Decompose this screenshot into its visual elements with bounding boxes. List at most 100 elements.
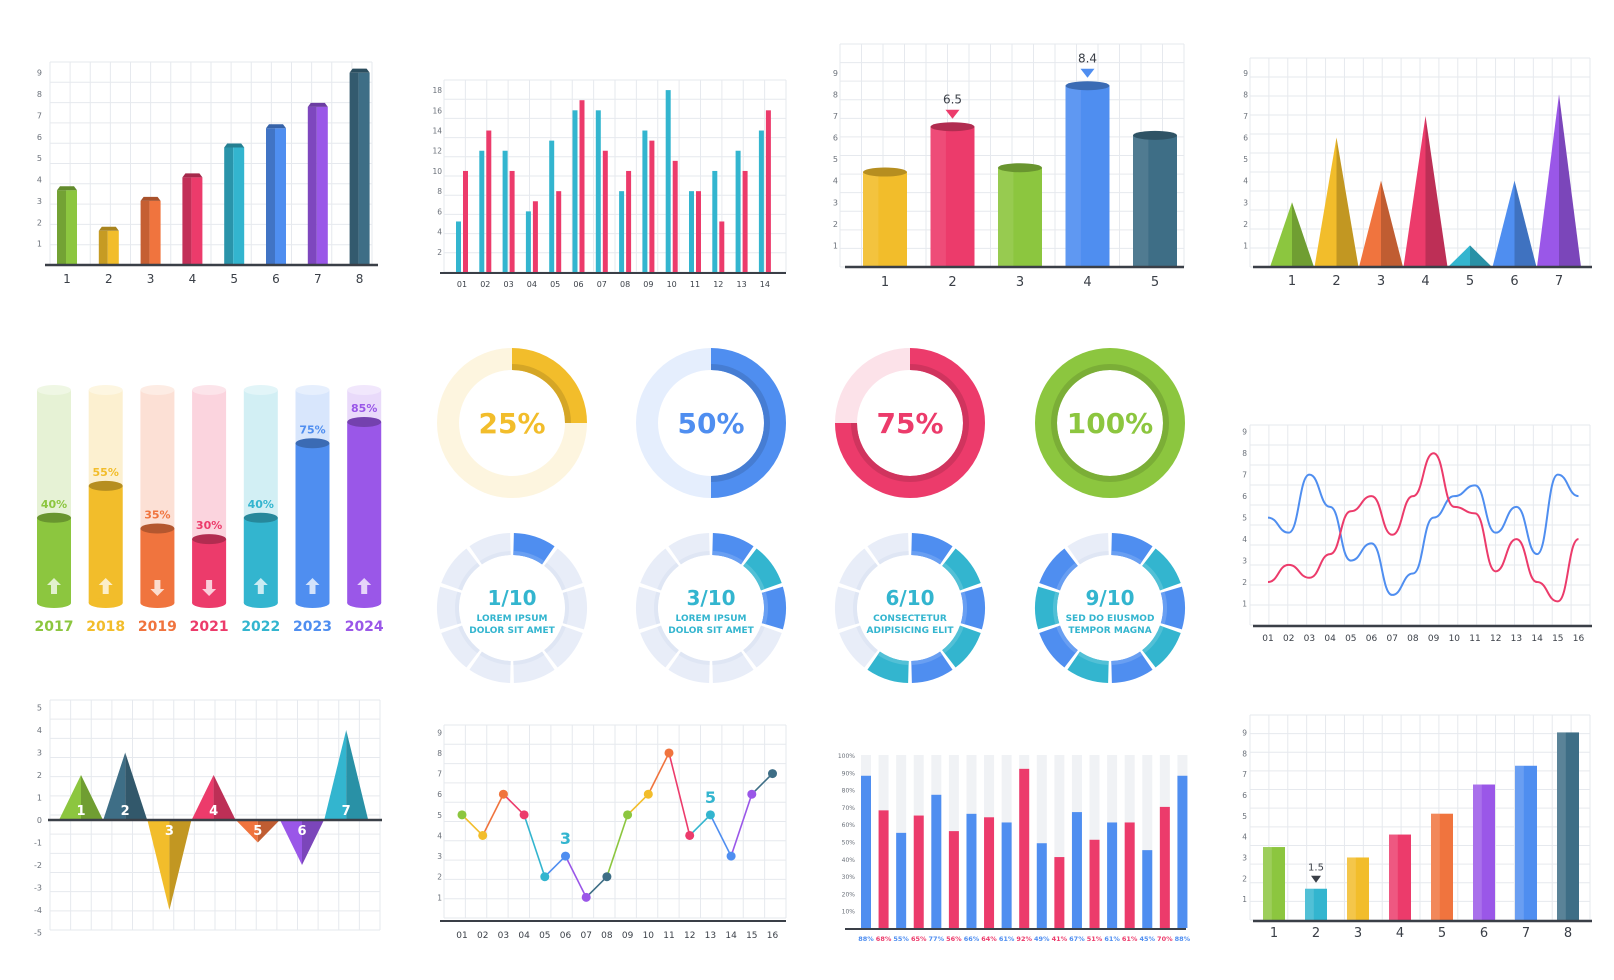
series-line bbox=[585, 876, 608, 898]
y-tick-label: 1 bbox=[833, 241, 838, 250]
y-tick-label: 4 bbox=[833, 177, 838, 186]
arrow-up-icon bbox=[253, 578, 268, 594]
x-tick-label: 10 bbox=[643, 931, 655, 941]
bar bbox=[556, 191, 562, 272]
chart-9-pos-neg-triangles: 5 4 3 2 1 0 -1 -2 -3 -4 -5 1 2 3 4 5 6 7 bbox=[34, 699, 382, 938]
donut-label: 50% bbox=[677, 407, 744, 440]
bar-triangle bbox=[235, 820, 258, 843]
bar-cap bbox=[347, 416, 382, 427]
bar-top bbox=[266, 124, 286, 129]
y-tick-label: 4 bbox=[1242, 535, 1247, 544]
series-line bbox=[730, 793, 753, 857]
donut-segment-inner bbox=[657, 562, 679, 591]
bar-triangle bbox=[103, 752, 126, 820]
bar-highlight bbox=[1065, 85, 1081, 267]
y-tick-label: 4 bbox=[37, 176, 42, 185]
x-tick-label: 8 bbox=[1564, 926, 1572, 941]
x-tick-label: 12 bbox=[1490, 634, 1501, 644]
donut-segment-inner bbox=[455, 591, 462, 625]
data-point bbox=[623, 810, 633, 820]
y-tick-label: 2 bbox=[37, 771, 42, 780]
series-line bbox=[647, 752, 670, 795]
bar bbox=[966, 813, 977, 928]
bar bbox=[1263, 847, 1285, 920]
y-tick-label: 2 bbox=[833, 220, 838, 229]
x-tick-label: 3 bbox=[1377, 274, 1385, 289]
y-tick-label: 6 bbox=[1242, 791, 1247, 800]
chart-6-percent-donuts: 25% 50% 75% 100% bbox=[437, 348, 1185, 498]
bar bbox=[735, 150, 741, 272]
data-point bbox=[457, 810, 467, 820]
x-tick-label: 7 bbox=[1522, 926, 1530, 941]
bar bbox=[509, 170, 515, 272]
x-tick-label: 07 bbox=[597, 280, 607, 289]
donut-slice-inner bbox=[511, 364, 571, 424]
donut-segment-inner bbox=[856, 625, 878, 654]
x-tick-label: 06 bbox=[573, 280, 583, 289]
bar-triangle-shade bbox=[1292, 202, 1314, 267]
bar bbox=[1001, 822, 1012, 928]
y-tick-label: 100% bbox=[838, 753, 855, 760]
x-tick-label: 56% bbox=[946, 935, 962, 943]
chart-5-year-cylinders: 40% 2017 55% 2018 35% 2019 30% 2021 40% 2022 75% 20… bbox=[35, 385, 384, 635]
data-point bbox=[498, 789, 508, 799]
bar-triangle bbox=[1537, 94, 1559, 267]
bar-triangle-shade bbox=[81, 775, 103, 820]
x-tick-label: 12 bbox=[684, 931, 695, 941]
y-tick-label: 8 bbox=[37, 90, 42, 99]
y-tick-label: 9 bbox=[1242, 428, 1247, 437]
bar bbox=[665, 90, 671, 273]
x-tick-label: 01 bbox=[1262, 634, 1273, 644]
donut-caption: DOLOR SIT AMET bbox=[469, 626, 555, 636]
donut-caption: SED DO EIUSMOD bbox=[1066, 614, 1155, 624]
bar-triangle-shade bbox=[125, 752, 148, 820]
chart-12-gradient-bars: 1 2 3 4 5 6 7 8 9 1 2 1.5 3 4 5 6 7 8 bbox=[1242, 714, 1592, 941]
x-tick-label: 55% bbox=[893, 935, 909, 943]
triangle-label: 7 bbox=[342, 804, 351, 819]
y-tick-label: 2 bbox=[37, 218, 42, 227]
bar bbox=[1107, 822, 1118, 928]
cylinder-track-cap bbox=[347, 385, 382, 395]
donut-segment-empty bbox=[469, 533, 512, 565]
donut-segment-inner bbox=[678, 651, 710, 665]
bar bbox=[1089, 839, 1100, 928]
x-tick-label: 68% bbox=[876, 935, 892, 943]
bar-highlight bbox=[998, 167, 1014, 267]
x-tick-label: 6 bbox=[1480, 926, 1488, 941]
y-tick-label: 6 bbox=[37, 133, 42, 142]
cylinder-base bbox=[192, 598, 227, 608]
y-tick-label: 9 bbox=[1242, 728, 1247, 737]
triangle-label: 5 bbox=[253, 824, 262, 839]
bar bbox=[1431, 813, 1453, 920]
chart-4-triangle-bars: 1 2 3 4 5 6 7 8 9 1 2 3 4 5 6 7 bbox=[1243, 57, 1592, 289]
bar-track bbox=[1054, 755, 1065, 928]
bar-top bbox=[140, 196, 161, 201]
bar bbox=[1473, 784, 1495, 920]
y-tick-label: 90% bbox=[842, 770, 856, 777]
bar bbox=[1054, 857, 1065, 928]
data-label: 40% bbox=[248, 498, 274, 511]
donut-slice-inner bbox=[1051, 364, 1169, 482]
y-tick-label: 3 bbox=[37, 749, 42, 758]
donut-segment-inner bbox=[513, 651, 545, 665]
bar-top bbox=[224, 143, 245, 148]
y-tick-label: 5 bbox=[437, 811, 442, 820]
donut-segment-filled bbox=[910, 533, 953, 565]
donut-segment-empty bbox=[1067, 533, 1110, 565]
y-tick-label: 3 bbox=[37, 197, 42, 206]
x-tick-label: 02 bbox=[477, 931, 488, 941]
triangle-label: 6 bbox=[297, 824, 306, 839]
x-tick-label: 14 bbox=[1531, 634, 1543, 644]
donut-label: 100% bbox=[1067, 407, 1154, 440]
y-tick-label: 4 bbox=[37, 726, 42, 735]
series-line bbox=[709, 814, 732, 857]
bar bbox=[579, 100, 585, 272]
x-tick-label: 5 bbox=[1466, 274, 1474, 289]
bar-side bbox=[57, 190, 66, 265]
cylinder-base bbox=[347, 598, 382, 608]
data-point bbox=[602, 872, 612, 882]
x-tick-label: 92% bbox=[1016, 935, 1032, 943]
y-tick-label: 2 bbox=[437, 248, 442, 257]
bar-triangle bbox=[1314, 137, 1337, 267]
bar bbox=[742, 170, 748, 272]
